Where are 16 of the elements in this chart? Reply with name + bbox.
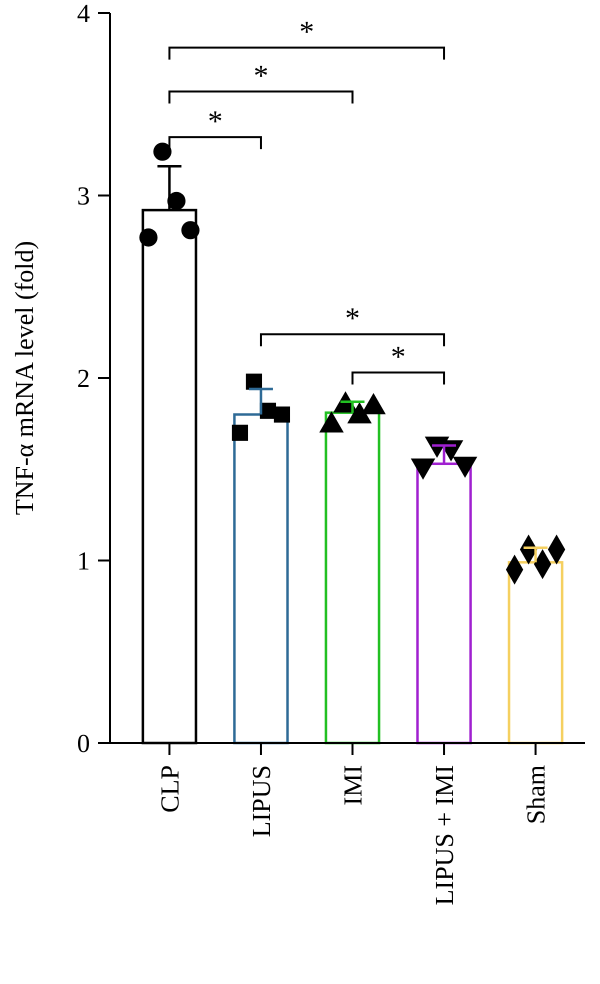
annotation: * [345,302,360,336]
x-tick-label: LIPUS + IMI [430,765,460,906]
annotation: * [253,59,268,92]
annotation: * [390,340,406,374]
y-tick-label: 0 [77,729,90,758]
x-tick-label: CLP [156,765,185,813]
y-tick-label: 3 [77,182,90,211]
y-tick-label: 4 [77,0,90,28]
annotation: * [299,16,314,49]
y-tick-label: 2 [77,364,90,394]
y-axis-title: TNF-α mRNA level (fold) [10,240,40,516]
x-tick-label: LIPUS [247,765,276,838]
x-tick-label: Sham [522,765,551,824]
annotation: * [208,105,223,138]
y-tick-label: 1 [77,546,90,576]
x-tick-label: IMI [338,765,368,806]
